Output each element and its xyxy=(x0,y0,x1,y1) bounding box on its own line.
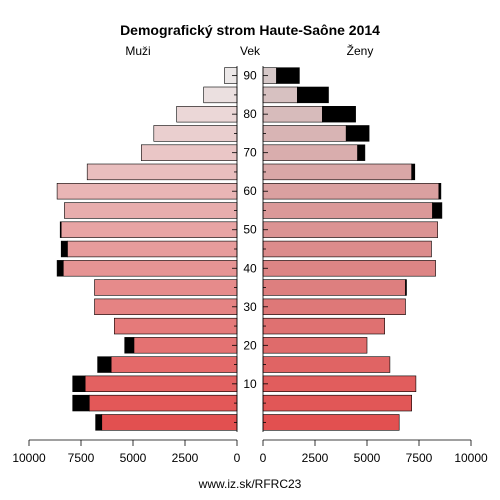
center-label-age: Vek xyxy=(240,44,261,58)
female-bar-75-79 xyxy=(262,125,347,142)
male-bar-5-9 xyxy=(89,394,238,412)
x-tick-label-right: 0 xyxy=(260,451,267,465)
x-tick-label-right: 7500 xyxy=(406,451,433,465)
male-bar-20-24 xyxy=(133,337,238,354)
male-bar-50-54 xyxy=(60,221,238,238)
age-tick-label: 90 xyxy=(243,69,257,83)
male-excess-bar-10-14 xyxy=(72,375,86,392)
female-bar-10-14 xyxy=(262,375,417,392)
age-tick-label: 50 xyxy=(243,223,257,237)
male-bar-35-39 xyxy=(94,279,238,296)
age-tick-label: 80 xyxy=(243,107,257,121)
female-bar-40-44 xyxy=(262,260,436,277)
male-bar-25-29 xyxy=(114,317,238,335)
male-excess-bar-20-24 xyxy=(124,337,135,354)
female-bar-85-89 xyxy=(262,86,298,104)
female-bar-80-84 xyxy=(262,106,323,123)
male-bar-45-49 xyxy=(67,240,238,258)
left-label-men: Muži xyxy=(125,44,150,58)
right-label-women: Ženy xyxy=(347,43,374,58)
male-bar-80-84 xyxy=(176,106,238,123)
female-excess-bar-60-64 xyxy=(438,183,442,200)
chart-title: Demografický strom Haute-Saône 2014 xyxy=(120,22,380,38)
female-excess-bar-80-84 xyxy=(321,106,356,123)
male-bar-10-14 xyxy=(84,375,238,392)
x-tick-label-left: 5000 xyxy=(120,451,147,465)
female-excess-bar-85-89 xyxy=(296,86,329,104)
male-bar-70-74 xyxy=(141,144,238,161)
male-bar-40-44 xyxy=(62,260,238,277)
male-excess-bar-45-49 xyxy=(60,240,68,258)
male-bar-65-69 xyxy=(86,163,238,181)
male-excess-bar-40-44 xyxy=(56,260,64,277)
female-bar-55-59 xyxy=(262,202,433,219)
female-bar-25-29 xyxy=(262,317,385,335)
female-bar-20-24 xyxy=(262,337,368,354)
female-bar-0-4 xyxy=(262,414,400,431)
female-excess-bar-75-79 xyxy=(345,125,370,142)
female-excess-bar-70-74 xyxy=(357,144,366,161)
male-bar-75-79 xyxy=(153,125,238,142)
male-bar-30-34 xyxy=(94,298,238,315)
footer-source: www.iz.sk/RFRC23 xyxy=(198,477,302,491)
female-bar-45-49 xyxy=(262,240,432,258)
x-tick-label-right: 5000 xyxy=(354,451,381,465)
male-bar-55-59 xyxy=(64,202,238,219)
male-bar-15-19 xyxy=(110,356,238,373)
male-bar-60-64 xyxy=(56,183,238,200)
female-excess-bar-55-59 xyxy=(432,202,443,219)
age-tick-label: 20 xyxy=(243,338,257,352)
female-excess-bar-90+ xyxy=(276,67,300,84)
x-tick-label-left: 7500 xyxy=(68,451,95,465)
axes-group: 10 20 30 40 50 60 70 80 90 10000 7500 5000 2500 0 0 250… xyxy=(12,66,488,465)
female-bar-65-69 xyxy=(262,163,412,181)
female-bar-35-39 xyxy=(262,279,406,296)
x-tick-label-right: 2500 xyxy=(302,451,329,465)
x-tick-label-left: 0 xyxy=(234,451,241,465)
age-tick-label: 10 xyxy=(243,377,257,391)
female-bar-70-74 xyxy=(262,144,358,161)
male-excess-bar-15-19 xyxy=(97,356,112,373)
age-tick-label: 60 xyxy=(243,184,257,198)
x-tick-label-left: 2500 xyxy=(172,451,199,465)
female-bar-15-19 xyxy=(262,356,391,373)
male-excess-bar-5-9 xyxy=(72,394,90,412)
male-bar-0-4 xyxy=(101,414,238,431)
female-bar-60-64 xyxy=(262,183,440,200)
female-excess-bar-35-39 xyxy=(405,279,407,296)
age-tick-label: 70 xyxy=(243,146,257,160)
female-bar-5-9 xyxy=(262,394,412,412)
x-tick-label-left: 10000 xyxy=(12,451,46,465)
age-tick-label: 30 xyxy=(243,300,257,314)
female-bar-30-34 xyxy=(262,298,406,315)
age-tick-label: 40 xyxy=(243,261,257,275)
x-tick-label-right: 10000 xyxy=(454,451,488,465)
female-excess-bar-65-69 xyxy=(411,163,416,181)
bars-group xyxy=(56,67,443,431)
male-bar-85-89 xyxy=(203,86,238,104)
male-excess-bar-0-4 xyxy=(95,414,103,431)
female-bar-50-54 xyxy=(262,221,438,238)
